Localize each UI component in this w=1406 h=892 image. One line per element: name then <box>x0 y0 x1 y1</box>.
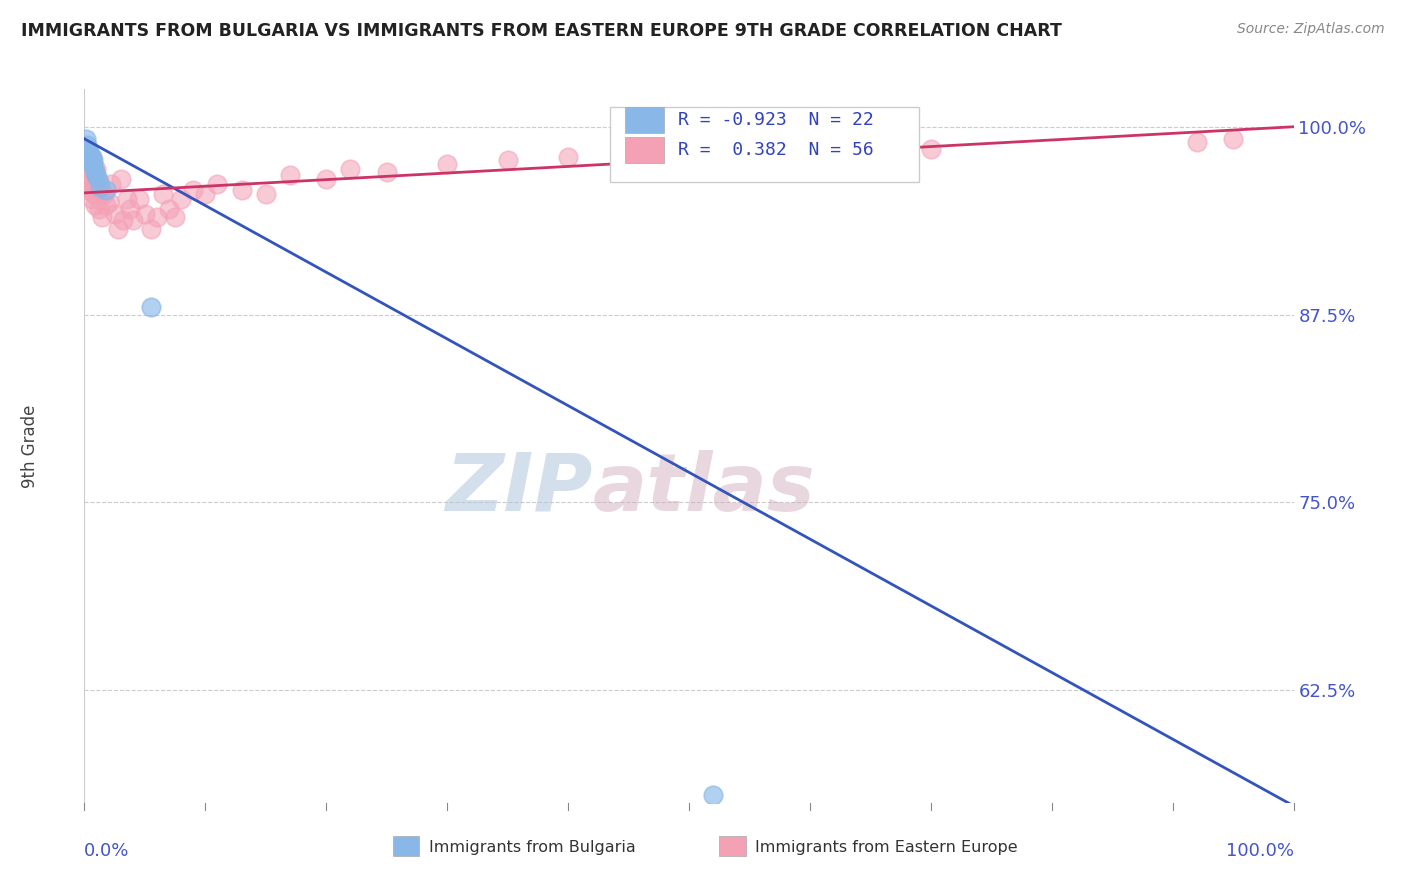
Point <box>79 179 101 194</box>
Point <box>146 210 169 224</box>
Point <box>77 153 100 167</box>
Point <box>107 222 129 236</box>
Point <box>75 132 97 146</box>
Text: atlas: atlas <box>592 450 815 528</box>
Point <box>86 161 108 176</box>
Point <box>83 177 105 191</box>
Point <box>82 177 104 191</box>
Text: ZIP: ZIP <box>444 450 592 528</box>
Point <box>139 300 162 314</box>
Point <box>82 157 104 171</box>
Point <box>100 177 122 191</box>
Point <box>97 194 120 209</box>
Point <box>89 177 111 191</box>
Point <box>207 177 229 191</box>
Point <box>375 165 398 179</box>
Point <box>86 183 108 197</box>
Point <box>82 165 104 179</box>
Point <box>315 172 337 186</box>
Point <box>94 198 117 212</box>
Text: Immigrants from Bulgaria: Immigrants from Bulgaria <box>429 839 636 855</box>
Point <box>77 146 100 161</box>
Point <box>89 179 111 194</box>
Point <box>77 150 100 164</box>
Point <box>82 153 104 167</box>
Point <box>77 183 100 197</box>
Point <box>134 207 156 221</box>
Point <box>165 210 187 224</box>
Point <box>83 161 105 176</box>
Point <box>77 142 100 156</box>
Point <box>920 142 942 156</box>
Point <box>128 192 150 206</box>
Point <box>120 202 142 217</box>
Point <box>170 192 193 206</box>
Point <box>76 137 98 152</box>
Point <box>94 183 117 197</box>
Point <box>121 213 143 227</box>
Point <box>702 789 724 803</box>
Point <box>278 168 301 182</box>
Point <box>1222 132 1244 146</box>
Point <box>79 168 101 182</box>
Point <box>436 157 458 171</box>
Point <box>139 222 162 236</box>
Point <box>496 153 519 167</box>
Point <box>115 192 138 206</box>
Point <box>77 157 100 171</box>
Point <box>231 183 253 197</box>
Point <box>799 142 821 156</box>
Text: 9th Grade: 9th Grade <box>21 404 39 488</box>
Text: Immigrants from Eastern Europe: Immigrants from Eastern Europe <box>755 839 1018 855</box>
Point <box>152 187 174 202</box>
Text: 0.0%: 0.0% <box>84 842 129 860</box>
Point <box>104 207 127 221</box>
Point <box>80 172 103 186</box>
Point <box>84 165 107 179</box>
Point <box>80 153 103 167</box>
Text: Source: ZipAtlas.com: Source: ZipAtlas.com <box>1237 22 1385 37</box>
Point <box>110 172 132 186</box>
Point <box>77 161 100 176</box>
Point <box>86 168 108 182</box>
Text: R = -0.923  N = 22: R = -0.923 N = 22 <box>678 111 873 128</box>
Point <box>112 213 135 227</box>
Point <box>1185 135 1208 149</box>
Text: 100.0%: 100.0% <box>1226 842 1294 860</box>
Point <box>80 192 103 206</box>
Point <box>93 187 115 202</box>
Point <box>79 146 101 161</box>
Point <box>77 172 100 186</box>
Point <box>84 198 107 212</box>
Point <box>557 150 579 164</box>
Point <box>91 210 114 224</box>
Point <box>194 187 217 202</box>
FancyBboxPatch shape <box>610 107 918 182</box>
Point <box>75 168 97 182</box>
Point <box>80 150 103 164</box>
Point <box>76 161 98 176</box>
Point <box>79 153 101 167</box>
FancyBboxPatch shape <box>624 137 664 162</box>
FancyBboxPatch shape <box>720 837 745 856</box>
Point <box>80 157 103 171</box>
Point <box>83 187 105 202</box>
Point <box>339 161 361 176</box>
Point <box>254 187 277 202</box>
Point <box>76 142 98 156</box>
Point <box>678 146 700 161</box>
FancyBboxPatch shape <box>392 837 419 856</box>
Text: IMMIGRANTS FROM BULGARIA VS IMMIGRANTS FROM EASTERN EUROPE 9TH GRADE CORRELATION: IMMIGRANTS FROM BULGARIA VS IMMIGRANTS F… <box>21 22 1062 40</box>
Text: R =  0.382  N = 56: R = 0.382 N = 56 <box>678 141 873 159</box>
Point <box>86 172 108 186</box>
Point <box>87 202 110 217</box>
FancyBboxPatch shape <box>624 107 664 133</box>
Point <box>181 183 204 197</box>
Point <box>157 202 180 217</box>
